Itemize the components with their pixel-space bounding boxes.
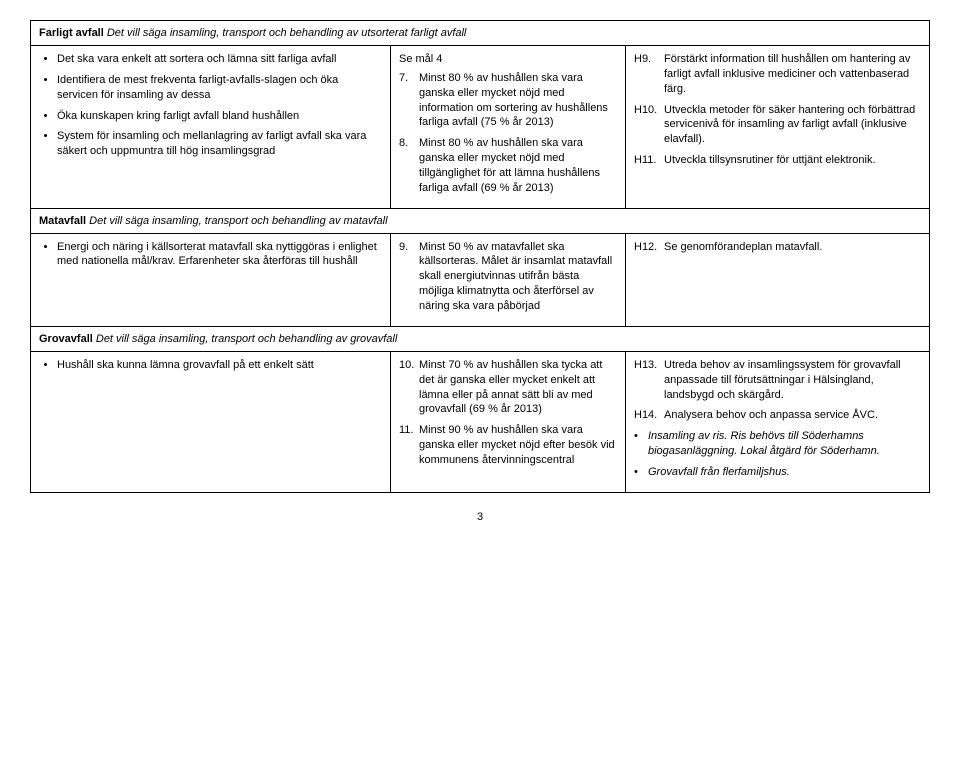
bullet-list: Hushåll ska kunna lämna grovavfall på et… bbox=[39, 358, 382, 373]
item-number: H14. bbox=[634, 408, 664, 423]
col3-matavfall: H12. Se genomförandeplan matavfall. bbox=[626, 233, 930, 326]
item-number: 7. bbox=[399, 71, 419, 130]
numbered-item: 11. Minst 90 % av hushållen ska vara gan… bbox=[399, 423, 617, 468]
col1-grovavfall: Hushåll ska kunna lämna grovavfall på et… bbox=[31, 351, 391, 492]
section-title: Grovavfall bbox=[39, 333, 93, 345]
item-text-italic: Insamling av ris. Ris behövs till Söderh… bbox=[648, 429, 921, 459]
item-text: Utveckla metoder för säker hantering och… bbox=[664, 103, 921, 148]
item-number: H13. bbox=[634, 358, 664, 403]
item-number: H12. bbox=[634, 240, 664, 255]
bullet-list: Energi och näring i källsorterat matavfa… bbox=[39, 240, 382, 270]
extra-bullet: • Grovavfall från flerfamiljshus. bbox=[634, 465, 921, 480]
h-item: H11. Utveckla tillsynsrutiner för uttjän… bbox=[634, 153, 921, 168]
h-item: H13. Utreda behov av insamlingssystem fö… bbox=[634, 358, 921, 403]
section-title: Matavfall bbox=[39, 215, 86, 227]
list-item: Öka kunskapen kring farligt avfall bland… bbox=[57, 109, 382, 124]
item-text: Minst 50 % av matavfallet ska källsorter… bbox=[419, 240, 617, 314]
numbered-item: 9. Minst 50 % av matavfallet ska källsor… bbox=[399, 240, 617, 314]
list-item: Energi och näring i källsorterat matavfa… bbox=[57, 240, 382, 270]
numbered-item: 10. Minst 70 % av hushållen ska tycka at… bbox=[399, 358, 617, 417]
bullet-icon: • bbox=[634, 465, 648, 480]
section-subtitle: Det vill säga insamling, transport och b… bbox=[107, 27, 467, 39]
item-text: Minst 80 % av hushållen ska vara ganska … bbox=[419, 136, 617, 195]
section-row-farligt: Det ska vara enkelt att sortera och lämn… bbox=[31, 46, 930, 209]
col3-grovavfall: H13. Utreda behov av insamlingssystem fö… bbox=[626, 351, 930, 492]
item-text: Minst 80 % av hushållen ska vara ganska … bbox=[419, 71, 617, 130]
item-number: 10. bbox=[399, 358, 419, 417]
item-text: Minst 70 % av hushållen ska tycka att de… bbox=[419, 358, 617, 417]
list-item: System för insamling och mellanlagring a… bbox=[57, 129, 382, 159]
section-subtitle: Det vill säga insamling, transport och b… bbox=[96, 333, 397, 345]
h-item: H10. Utveckla metoder för säker hanterin… bbox=[634, 103, 921, 148]
col2-matavfall: 9. Minst 50 % av matavfallet ska källsor… bbox=[391, 233, 626, 326]
numbered-item: 8. Minst 80 % av hushållen ska vara gans… bbox=[399, 136, 617, 195]
item-text-italic: Grovavfall från flerfamiljshus. bbox=[648, 465, 921, 480]
item-number: 11. bbox=[399, 423, 419, 468]
col2-lead: Se mål 4 bbox=[399, 52, 617, 67]
section-row-grovavfall: Hushåll ska kunna lämna grovavfall på et… bbox=[31, 351, 930, 492]
numbered-item: 7. Minst 80 % av hushållen ska vara gans… bbox=[399, 71, 617, 130]
col3-farligt: H9. Förstärkt information till hushållen… bbox=[626, 46, 930, 209]
col1-matavfall: Energi och näring i källsorterat matavfa… bbox=[31, 233, 391, 326]
section-title: Farligt avfall bbox=[39, 27, 104, 39]
item-text: Förstärkt information till hushållen om … bbox=[664, 52, 921, 97]
section-subtitle: Det vill säga insamling, transport och b… bbox=[89, 215, 387, 227]
col2-farligt: Se mål 4 7. Minst 80 % av hushållen ska … bbox=[391, 46, 626, 209]
item-text: Utveckla tillsynsrutiner för uttjänt ele… bbox=[664, 153, 921, 168]
extra-bullet: • Insamling av ris. Ris behövs till Söde… bbox=[634, 429, 921, 459]
h-item: H14. Analysera behov och anpassa service… bbox=[634, 408, 921, 423]
item-number: H11. bbox=[634, 153, 664, 168]
section-header-farligt: Farligt avfall Det vill säga insamling, … bbox=[31, 21, 930, 46]
list-item: Det ska vara enkelt att sortera och lämn… bbox=[57, 52, 382, 67]
document-table: Farligt avfall Det vill säga insamling, … bbox=[30, 20, 930, 493]
item-text: Analysera behov och anpassa service ÅVC. bbox=[664, 408, 921, 423]
item-text: Se genomförandeplan matavfall. bbox=[664, 240, 921, 255]
item-text: Minst 90 % av hushållen ska vara ganska … bbox=[419, 423, 617, 468]
h-item: H12. Se genomförandeplan matavfall. bbox=[634, 240, 921, 255]
section-row-matavfall: Energi och näring i källsorterat matavfa… bbox=[31, 233, 930, 326]
item-number: 9. bbox=[399, 240, 419, 314]
col2-grovavfall: 10. Minst 70 % av hushållen ska tycka at… bbox=[391, 351, 626, 492]
item-text: Utreda behov av insamlingssystem för gro… bbox=[664, 358, 921, 403]
col1-farligt: Det ska vara enkelt att sortera och lämn… bbox=[31, 46, 391, 209]
section-header-grovavfall: Grovavfall Det vill säga insamling, tran… bbox=[31, 326, 930, 351]
list-item: Hushåll ska kunna lämna grovavfall på et… bbox=[57, 358, 382, 373]
page-number: 3 bbox=[30, 511, 930, 523]
bullet-icon: • bbox=[634, 429, 648, 459]
section-header-matavfall: Matavfall Det vill säga insamling, trans… bbox=[31, 208, 930, 233]
item-number: H9. bbox=[634, 52, 664, 97]
bullet-list: Det ska vara enkelt att sortera och lämn… bbox=[39, 52, 382, 159]
list-item: Identifiera de mest frekventa farligt-av… bbox=[57, 73, 382, 103]
item-number: 8. bbox=[399, 136, 419, 195]
item-number: H10. bbox=[634, 103, 664, 148]
h-item: H9. Förstärkt information till hushållen… bbox=[634, 52, 921, 97]
